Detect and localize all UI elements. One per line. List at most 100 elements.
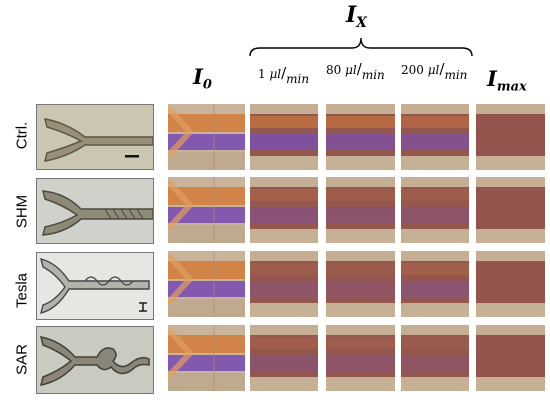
channel-band [326,335,395,377]
channel-band [401,187,469,229]
tile-sar-rate-80 [326,325,395,391]
tile-tesla-i0 [168,251,245,317]
tile-sar-rate-200 [401,325,469,391]
rate-label-200: 200 μl/min [401,60,468,82]
channel-band [326,116,395,128]
channel-band [168,299,245,317]
channel-band [250,187,318,229]
channel-band [250,263,318,275]
channel-band [326,189,395,201]
ix-brace [249,37,473,57]
channel-band [476,187,545,229]
channel-band [326,261,395,303]
channel-band [326,207,395,223]
channel-band [401,177,469,187]
channel-band [168,373,245,391]
channel-band [326,104,395,114]
tile-sar-rate-1 [250,325,318,391]
tile-ctrl-rate-1 [250,104,318,170]
tile-ctrl-i0 [168,104,245,170]
channel-band [401,261,469,303]
row-label-sar: SAR [13,344,31,375]
channel-band [250,189,318,201]
channel-band [476,251,545,261]
imax-subscript: max [496,79,527,95]
channel-band [476,303,545,317]
tile-tesla-rate-1 [250,251,318,317]
channel-band [476,325,545,335]
row-label-tesla: Tesla [13,272,31,309]
channel-band [326,229,395,243]
tile-ctrl-rate-200 [401,104,469,170]
channel-band [401,134,469,150]
rate-label-80: 80 μl/min [326,60,385,82]
rate-value-1: 1 [258,67,266,81]
rate-unit-bottom-80: min [361,68,385,82]
rate-unit-bottom-200: min [444,68,468,82]
channel-band [326,303,395,317]
channel-band [250,229,318,243]
channel-band [476,229,545,243]
channel-band [401,377,469,391]
tile-shm-i0 [168,177,245,243]
channel-band [326,281,395,297]
channel-band [250,261,318,303]
channel-band [250,355,318,371]
channel-band [401,189,469,201]
ix-symbol: I [346,2,357,28]
device-photo-ctrl [36,104,154,170]
channel-band [476,114,545,156]
channel-band [250,156,318,170]
channel-band [326,156,395,170]
rate-value-200: 200 [401,63,424,77]
channel-band [401,156,469,170]
channel-band [326,187,395,229]
tile-shm-rate-1 [250,177,318,243]
channel-band [250,335,318,377]
channel-band [250,207,318,223]
tile-shm-imax [476,177,545,243]
rate-value-80: 80 [326,63,342,77]
channel-band [250,134,318,150]
inlet-junction-sketch [168,104,215,170]
channel-band [326,325,395,335]
channel-band [250,337,318,349]
ix-group-label: IX [346,2,367,31]
tile-ctrl-rate-80 [326,104,395,170]
device-photo-shm [36,178,154,244]
tile-tesla-rate-80 [326,251,395,317]
channel-band [476,104,545,114]
tile-shm-rate-200 [401,177,469,243]
channel-band [326,337,395,349]
channel-band [401,207,469,223]
channel-band [168,225,245,243]
i0-label: I0 [193,64,212,93]
channel-band [250,303,318,317]
channel-band [401,337,469,349]
channel-band [250,377,318,391]
i0-symbol: I [193,64,203,89]
rate-unit-top-1: μl [269,67,282,81]
tile-tesla-rate-200 [401,251,469,317]
device-photo-sar [36,326,154,394]
channel-band [326,263,395,275]
channel-band [250,325,318,335]
channel-band [401,303,469,317]
tile-sar-imax [476,325,545,391]
imax-label: Imax [487,66,527,95]
channel-band [401,263,469,275]
tile-sar-i0 [168,325,245,391]
channel-band [476,177,545,187]
device-photo-tesla [36,252,154,320]
inlet-junction-sketch [168,251,215,317]
ix-subscript: X [356,14,367,31]
channel-band [250,116,318,128]
channel-band [476,377,545,391]
channel-band [250,251,318,261]
channel-band [250,104,318,114]
channel-band [476,261,545,303]
rate-unit-bottom-1: min [286,72,310,86]
channel-band [401,325,469,335]
channel-band [326,251,395,261]
channel-band [168,152,245,170]
